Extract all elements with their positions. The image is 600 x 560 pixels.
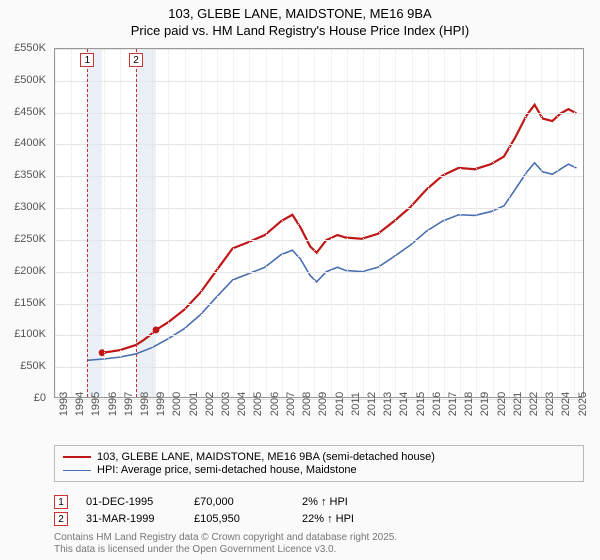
sale-price: £105,950 (194, 513, 284, 525)
sale-delta: 2% ↑ HPI (302, 496, 392, 508)
title-subtitle: Price paid vs. HM Land Registry's House … (0, 23, 600, 40)
x-tick-label: 2003 (220, 392, 232, 416)
legend: 103, GLEBE LANE, MAIDSTONE, ME16 9BA (se… (54, 445, 584, 482)
x-tick-label: 1995 (90, 392, 102, 416)
title-address: 103, GLEBE LANE, MAIDSTONE, ME16 9BA (0, 6, 600, 23)
x-axis: 1993199419951996199719981999200020012002… (54, 400, 584, 440)
x-tick-label: 2012 (366, 392, 378, 416)
sale-row: 2 31-MAR-1999 £105,950 22% ↑ HPI (54, 512, 584, 526)
x-tick-label: 2004 (236, 392, 248, 416)
x-tick-label: 2021 (512, 392, 524, 416)
sale-data-rows: 1 01-DEC-1995 £70,000 2% ↑ HPI 2 31-MAR-1999 £… (54, 492, 584, 529)
legend-item: 103, GLEBE LANE, MAIDSTONE, ME16 9BA (se… (63, 451, 575, 463)
sale-delta: 22% ↑ HPI (302, 513, 392, 525)
series-line (87, 163, 576, 360)
x-tick-label: 2023 (544, 392, 556, 416)
plot-area: 12 (54, 48, 584, 398)
y-tick-label: £250K (14, 233, 46, 245)
x-tick-label: 2025 (577, 392, 589, 416)
x-tick-label: 2000 (171, 392, 183, 416)
y-tick-label: £450K (14, 106, 46, 118)
legend-label: 103, GLEBE LANE, MAIDSTONE, ME16 9BA (se… (97, 451, 435, 463)
y-axis: £0£50K£100K£150K£200K£250K£300K£350K£400… (0, 48, 50, 398)
sale-marker: 1 (80, 53, 94, 67)
sale-date: 31-MAR-1999 (86, 513, 176, 525)
x-tick-label: 2007 (285, 392, 297, 416)
x-tick-label: 2017 (447, 392, 459, 416)
sale-point (152, 326, 159, 333)
x-tick-label: 1999 (155, 392, 167, 416)
footer-attribution: Contains HM Land Registry data © Crown c… (54, 532, 397, 556)
sale-marker: 2 (129, 53, 143, 67)
line-series (55, 49, 583, 397)
sale-row: 1 01-DEC-1995 £70,000 2% ↑ HPI (54, 495, 584, 509)
y-tick-label: £500K (14, 74, 46, 86)
y-tick-label: £0 (34, 392, 46, 404)
x-tick-label: 1998 (139, 392, 151, 416)
x-tick-label: 2001 (188, 392, 200, 416)
y-tick-label: £350K (14, 169, 46, 181)
x-tick-label: 2014 (398, 392, 410, 416)
y-tick-label: £200K (14, 265, 46, 277)
series-line (102, 105, 576, 353)
footer-line1: Contains HM Land Registry data © Crown c… (54, 532, 397, 544)
x-tick-label: 2016 (431, 392, 443, 416)
sale-row-marker: 2 (54, 512, 68, 526)
sale-date: 01-DEC-1995 (86, 496, 176, 508)
x-tick-label: 2015 (415, 392, 427, 416)
x-tick-label: 2013 (382, 392, 394, 416)
x-tick-label: 2005 (252, 392, 264, 416)
y-tick-label: £550K (14, 42, 46, 54)
y-tick-label: £400K (14, 137, 46, 149)
x-tick-label: 2008 (301, 392, 313, 416)
x-tick-label: 2018 (463, 392, 475, 416)
x-tick-label: 1996 (107, 392, 119, 416)
x-tick-label: 2019 (479, 392, 491, 416)
y-tick-label: £150K (14, 297, 46, 309)
y-tick-label: £300K (14, 201, 46, 213)
legend-label: HPI: Average price, semi-detached house,… (97, 464, 357, 476)
x-tick-label: 2002 (204, 392, 216, 416)
x-tick-label: 2020 (496, 392, 508, 416)
x-tick-label: 2009 (317, 392, 329, 416)
sale-row-marker: 1 (54, 495, 68, 509)
sale-price: £70,000 (194, 496, 284, 508)
x-tick-label: 2011 (350, 392, 362, 416)
x-tick-label: 1994 (74, 392, 86, 416)
footer-line2: This data is licensed under the Open Gov… (54, 544, 397, 556)
chart-title: 103, GLEBE LANE, MAIDSTONE, ME16 9BA Pri… (0, 0, 600, 40)
legend-item: HPI: Average price, semi-detached house,… (63, 464, 575, 476)
x-tick-label: 2024 (560, 392, 572, 416)
x-tick-label: 1993 (58, 392, 70, 416)
x-tick-label: 2006 (269, 392, 281, 416)
x-tick-label: 2022 (528, 392, 540, 416)
y-tick-label: £50K (20, 360, 46, 372)
x-tick-label: 2010 (334, 392, 346, 416)
x-tick-label: 1997 (123, 392, 135, 416)
y-tick-label: £100K (14, 328, 46, 340)
